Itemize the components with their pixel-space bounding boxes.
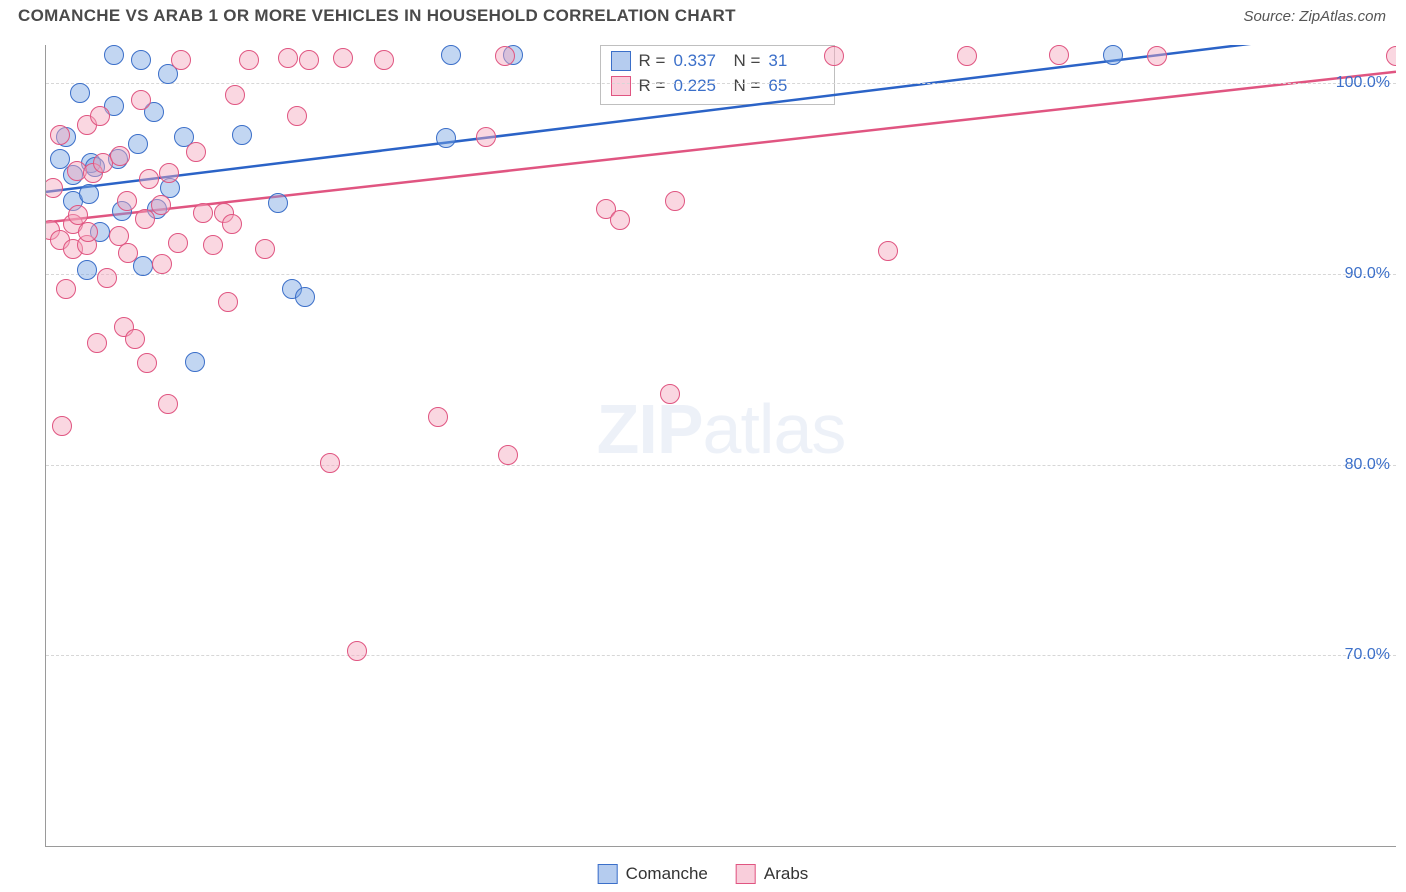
gridline — [46, 83, 1396, 84]
data-point — [374, 50, 394, 70]
data-point — [125, 329, 145, 349]
data-point — [168, 233, 188, 253]
data-point — [222, 214, 242, 234]
stats-row-arabs: R = 0.225 N = 65 — [611, 74, 821, 99]
x-tick — [46, 846, 47, 847]
x-tick — [856, 846, 857, 847]
x-tick — [991, 846, 992, 847]
legend: Comanche Arabs — [598, 864, 809, 884]
data-point — [957, 46, 977, 66]
data-point — [878, 241, 898, 261]
data-point — [97, 268, 117, 288]
gridline — [46, 655, 1396, 656]
data-point — [347, 641, 367, 661]
data-point — [151, 195, 171, 215]
scatter-chart: 1 or more Vehicles in Household ZIPatlas… — [45, 45, 1396, 847]
data-point — [137, 353, 157, 373]
data-point — [117, 191, 137, 211]
data-point — [77, 260, 97, 280]
data-point — [70, 83, 90, 103]
data-point — [495, 46, 515, 66]
data-point — [56, 279, 76, 299]
chart-header: COMANCHE VS ARAB 1 OR MORE VEHICLES IN H… — [0, 0, 1406, 28]
data-point — [110, 146, 130, 166]
stats-row-comanche: R = 0.337 N = 31 — [611, 49, 821, 74]
data-point — [1147, 46, 1167, 66]
legend-item-arabs: Arabs — [736, 864, 808, 884]
data-point — [171, 50, 191, 70]
data-point — [186, 142, 206, 162]
x-tick — [451, 846, 452, 847]
x-tick — [181, 846, 182, 847]
data-point — [52, 416, 72, 436]
data-point — [428, 407, 448, 427]
x-tick — [1261, 846, 1262, 847]
data-point — [441, 45, 461, 65]
legend-item-comanche: Comanche — [598, 864, 708, 884]
chart-title: COMANCHE VS ARAB 1 OR MORE VEHICLES IN H… — [18, 6, 736, 26]
data-point — [139, 169, 159, 189]
data-point — [498, 445, 518, 465]
data-point — [278, 48, 298, 68]
data-point — [255, 239, 275, 259]
x-tick — [1126, 846, 1127, 847]
data-point — [1103, 45, 1123, 65]
data-point — [79, 184, 99, 204]
data-point — [232, 125, 252, 145]
data-point — [665, 191, 685, 211]
data-point — [268, 193, 288, 213]
data-point — [152, 254, 172, 274]
data-point — [476, 127, 496, 147]
data-point — [118, 243, 138, 263]
watermark: ZIPatlas — [597, 389, 846, 469]
data-point — [436, 128, 456, 148]
data-point — [218, 292, 238, 312]
data-point — [225, 85, 245, 105]
data-point — [50, 125, 70, 145]
data-point — [90, 106, 110, 126]
data-point — [610, 210, 630, 230]
data-point — [185, 352, 205, 372]
chart-source: Source: ZipAtlas.com — [1243, 8, 1386, 25]
data-point — [1049, 45, 1069, 65]
x-tick — [316, 846, 317, 847]
data-point — [1386, 46, 1396, 66]
x-tick — [586, 846, 587, 847]
data-point — [660, 384, 680, 404]
gridline — [46, 274, 1396, 275]
stats-panel: R = 0.337 N = 31 R = 0.225 N = 65 — [600, 45, 836, 105]
data-point — [193, 203, 213, 223]
data-point — [287, 106, 307, 126]
y-tick-label: 80.0% — [1345, 456, 1390, 474]
data-point — [133, 256, 153, 276]
swatch-blue-icon — [611, 51, 631, 71]
y-tick-label: 100.0% — [1336, 74, 1390, 92]
data-point — [128, 134, 148, 154]
data-point — [333, 48, 353, 68]
trend-lines — [46, 45, 1396, 846]
gridline — [46, 465, 1396, 466]
y-tick-label: 90.0% — [1345, 265, 1390, 283]
data-point — [78, 222, 98, 242]
data-point — [104, 45, 124, 65]
swatch-pink-icon — [736, 864, 756, 884]
swatch-pink-icon — [611, 76, 631, 96]
data-point — [131, 50, 151, 70]
swatch-blue-icon — [598, 864, 618, 884]
data-point — [45, 178, 63, 198]
data-point — [135, 209, 155, 229]
x-tick — [721, 846, 722, 847]
data-point — [239, 50, 259, 70]
data-point — [824, 46, 844, 66]
data-point — [320, 453, 340, 473]
data-point — [87, 333, 107, 353]
data-point — [131, 90, 151, 110]
data-point — [159, 163, 179, 183]
data-point — [158, 394, 178, 414]
data-point — [299, 50, 319, 70]
y-tick-label: 70.0% — [1345, 646, 1390, 664]
data-point — [203, 235, 223, 255]
data-point — [295, 287, 315, 307]
